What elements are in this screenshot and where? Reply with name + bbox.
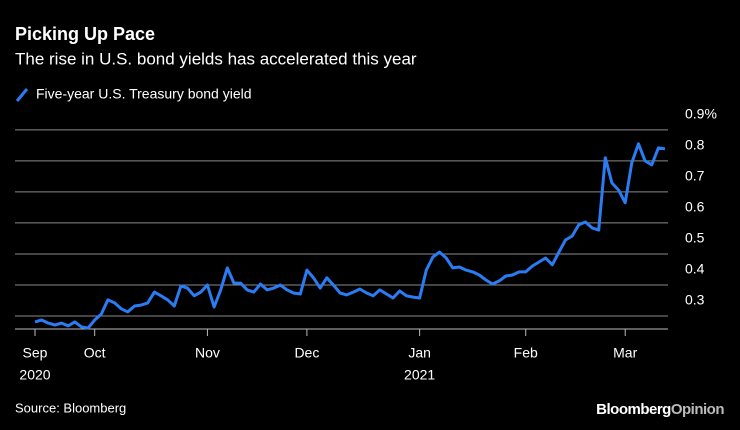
y-tick-label: 0.5: [685, 230, 705, 246]
legend-label: Five-year U.S. Treasury bond yield: [36, 86, 252, 102]
y-tick-label: 0.8: [685, 137, 705, 153]
legend-swatch: [15, 88, 29, 102]
x-tick-label: Oct: [84, 345, 106, 361]
chart-title: Picking Up Pace: [15, 24, 155, 44]
y-tick-label: 0.6: [685, 199, 705, 215]
y-tick-label: 0.9%: [685, 106, 717, 122]
x-year-label: 2021: [404, 367, 435, 383]
y-tick-label: 0.4: [685, 261, 705, 277]
brand: BloombergOpinion: [596, 401, 724, 418]
x-tick-label: Mar: [613, 345, 637, 361]
x-tick-label: Nov: [195, 345, 220, 361]
data-line: [34, 142, 666, 330]
x-year-label: 2020: [19, 367, 50, 383]
source: Source: Bloomberg: [15, 400, 126, 415]
chart-subtitle: The rise in U.S. bond yields has acceler…: [15, 49, 417, 68]
x-tick-label: Jan: [408, 345, 431, 361]
y-tick-label: 0.7: [685, 168, 705, 184]
brand-sub: Opinion: [671, 401, 724, 418]
y-tick-label: 0.3: [685, 292, 705, 308]
x-tick-label: Sep: [23, 345, 48, 361]
x-tick-label: Feb: [514, 345, 538, 361]
x-tick-label: Dec: [294, 345, 319, 361]
brand-main: Bloomberg: [596, 401, 671, 418]
